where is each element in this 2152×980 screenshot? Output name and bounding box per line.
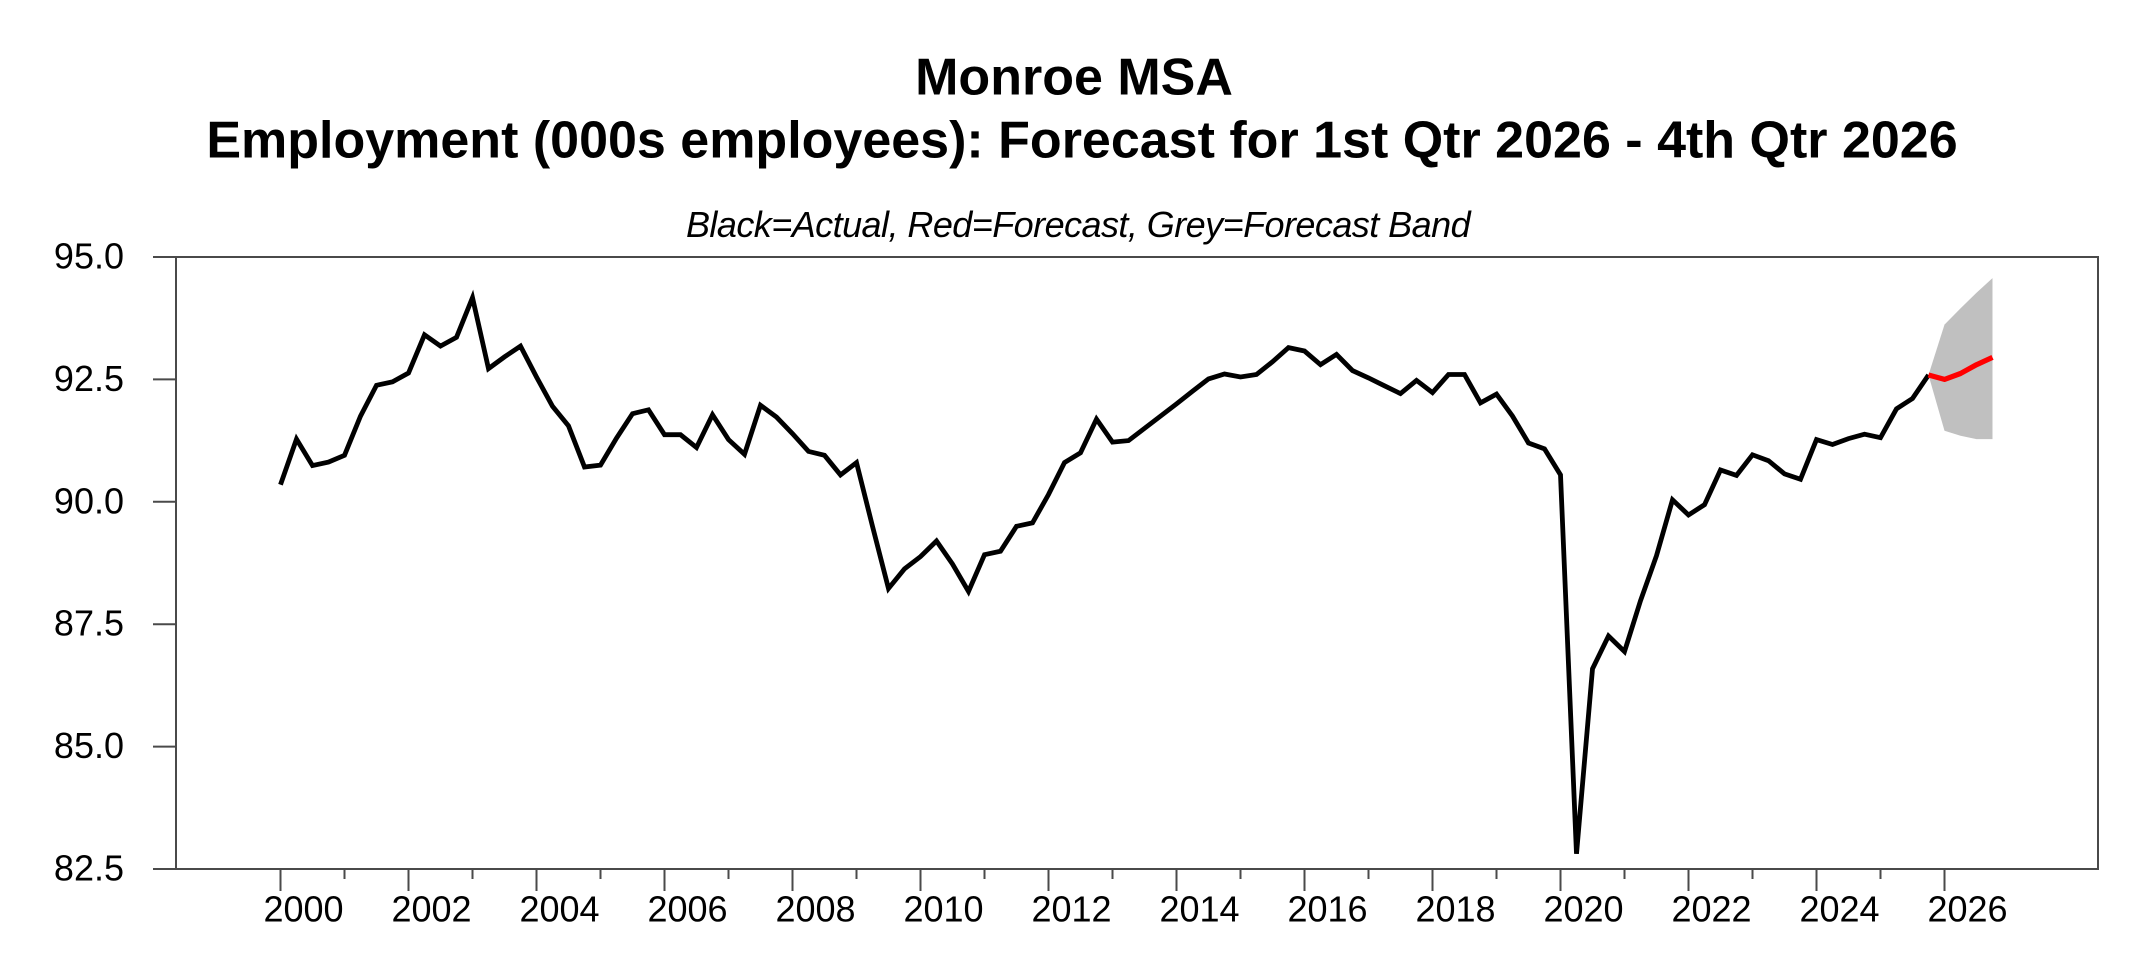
svg-text:2000: 2000 [263,889,343,930]
svg-text:Employment (000s employees): F: Employment (000s employees): Forecast fo… [206,112,1957,170]
svg-text:2002: 2002 [391,889,471,930]
svg-text:2020: 2020 [1543,889,1623,930]
svg-text:Monroe MSA: Monroe MSA [915,49,1233,107]
svg-text:Black=Actual, Red=Forecast, Gr: Black=Actual, Red=Forecast, Grey=Forecas… [686,204,1472,245]
svg-text:87.5: 87.5 [54,603,124,644]
svg-text:2012: 2012 [1031,889,1111,930]
svg-text:2006: 2006 [647,889,727,930]
svg-text:2024: 2024 [1799,889,1879,930]
svg-text:2022: 2022 [1671,889,1751,930]
svg-text:2008: 2008 [775,889,855,930]
svg-text:95.0: 95.0 [54,236,124,277]
svg-text:82.5: 82.5 [54,848,124,889]
svg-text:92.5: 92.5 [54,358,124,399]
svg-text:2026: 2026 [1927,889,2007,930]
svg-text:85.0: 85.0 [54,725,124,766]
svg-text:2004: 2004 [519,889,599,930]
svg-text:2016: 2016 [1287,889,1367,930]
svg-text:2010: 2010 [903,889,983,930]
svg-text:90.0: 90.0 [54,480,124,521]
svg-text:2018: 2018 [1415,889,1495,930]
svg-text:2014: 2014 [1159,889,1239,930]
